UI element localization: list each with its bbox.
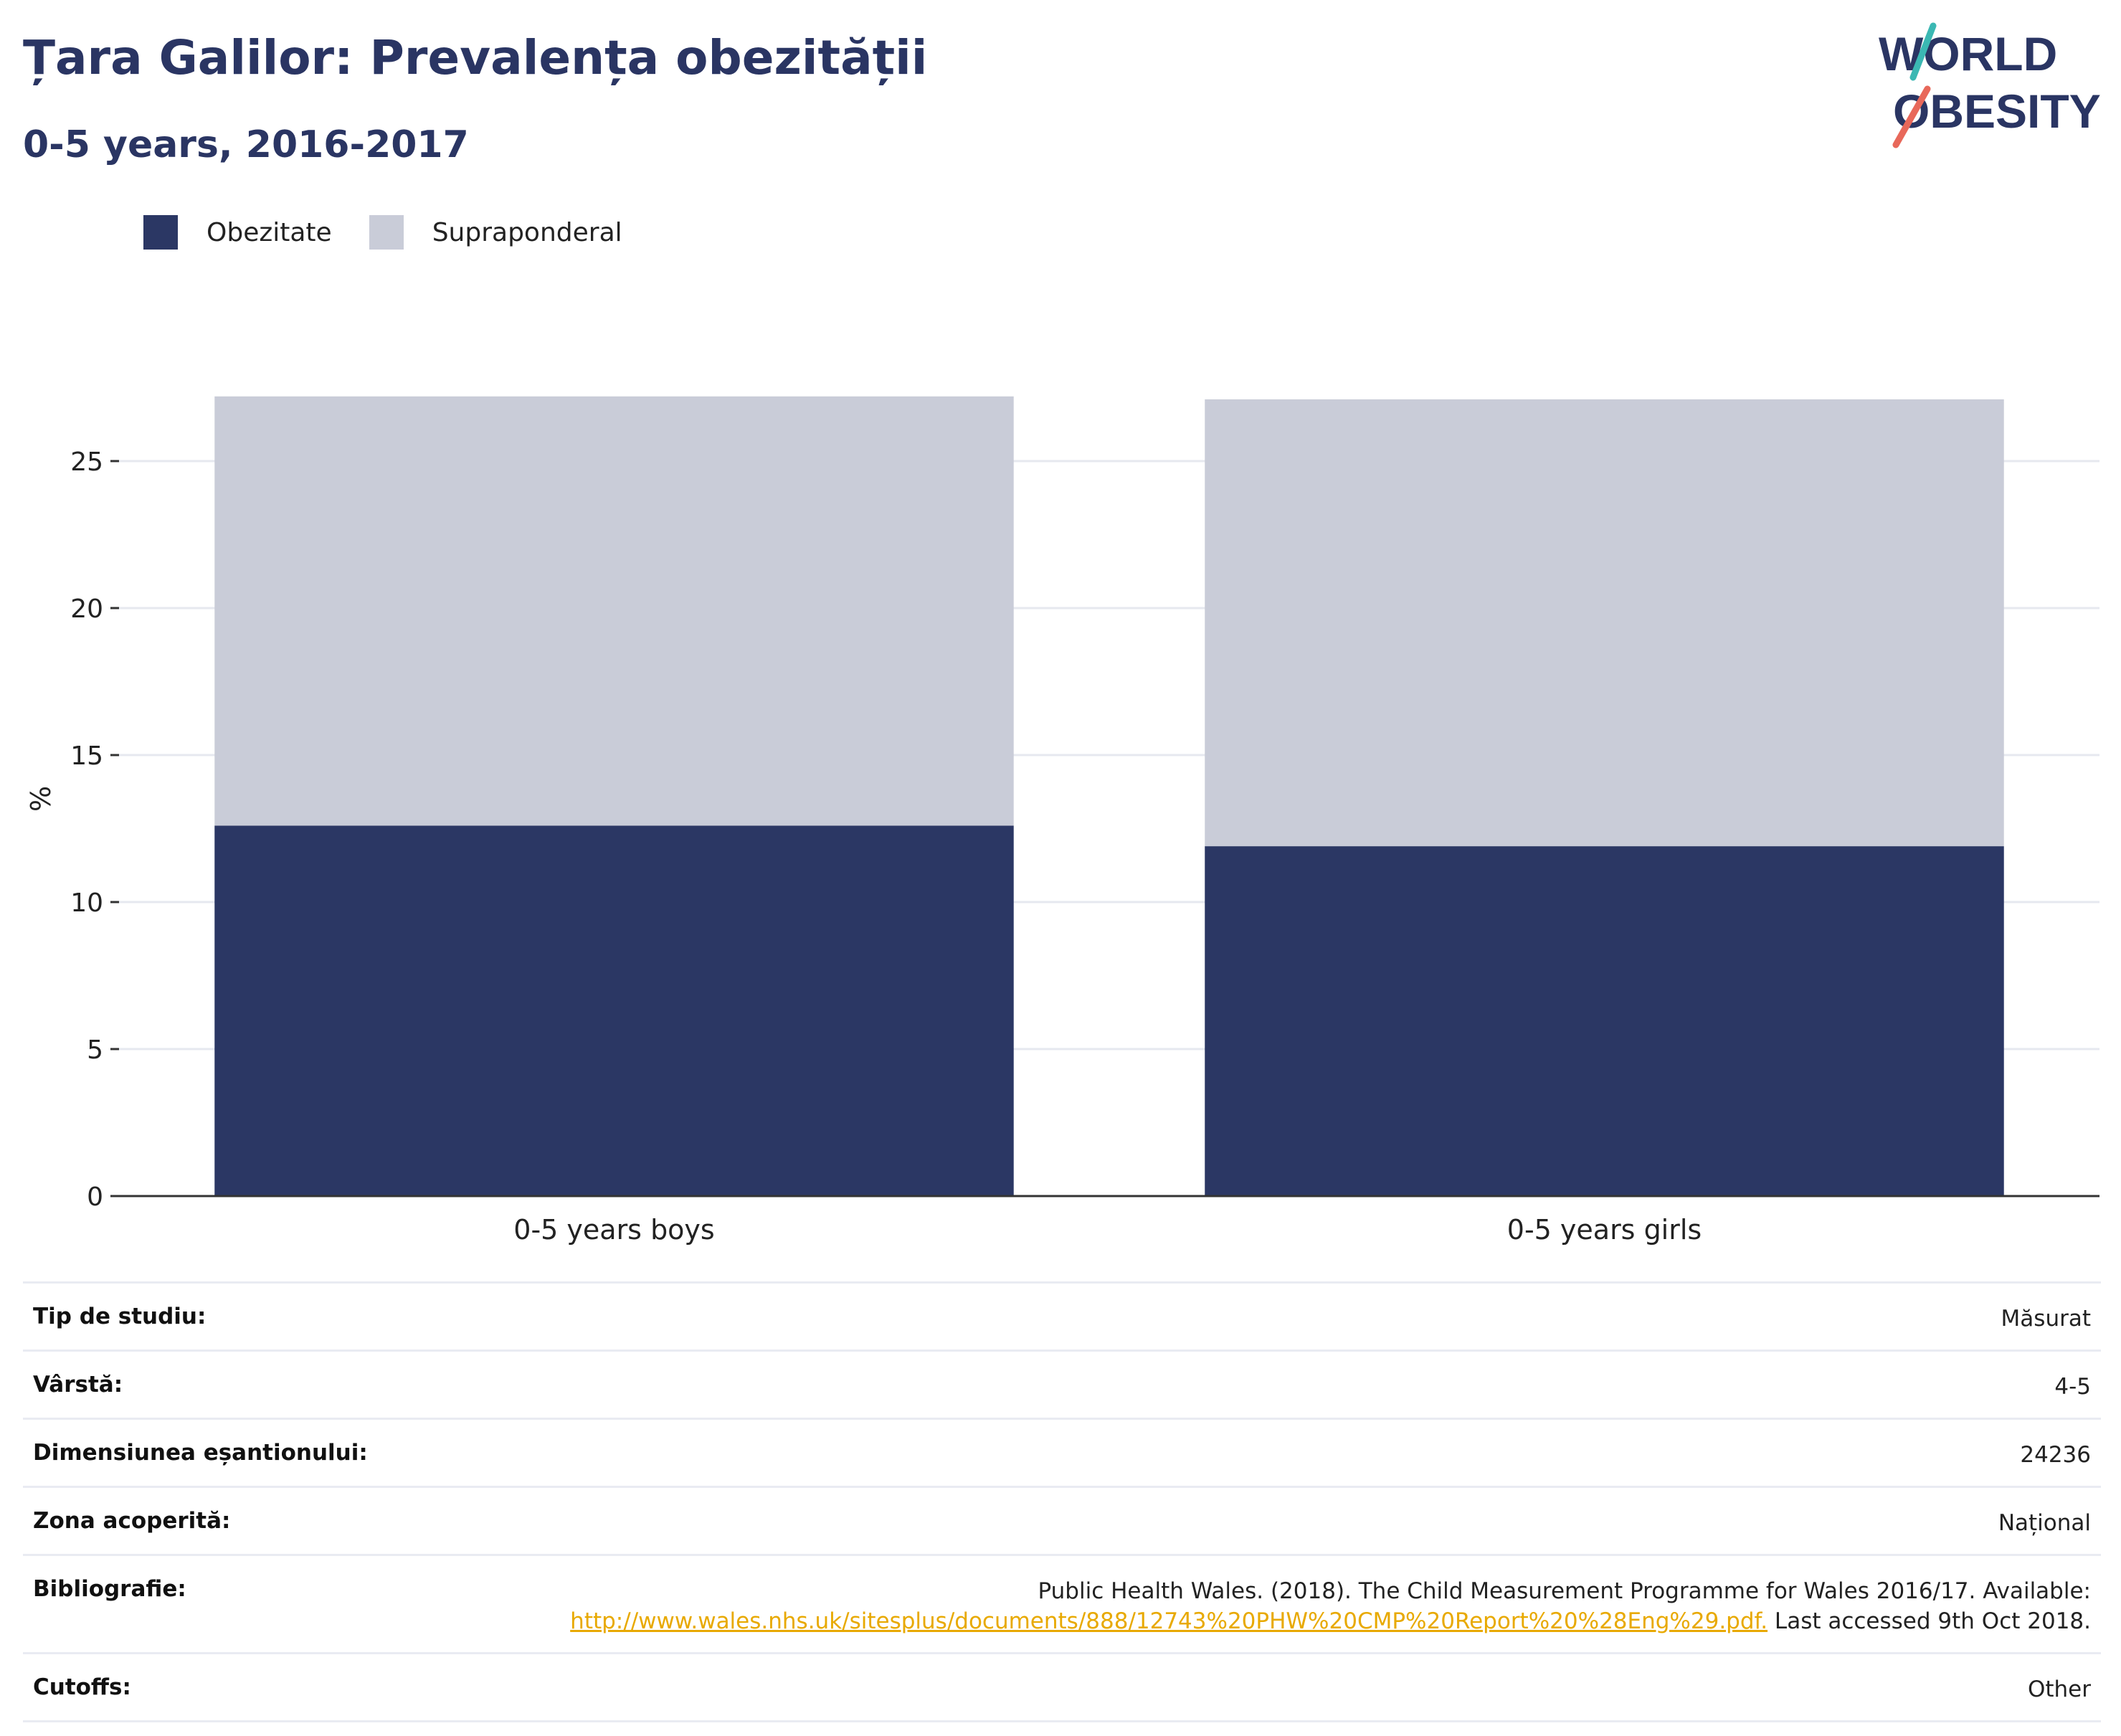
info-label: Bibliografie: xyxy=(33,1576,186,1602)
legend-label-obezitate: Obezitate xyxy=(207,217,332,247)
info-label: Vârstă: xyxy=(33,1372,123,1398)
bar-supraponderal-1 xyxy=(214,396,1014,826)
bibliography-accessed: Last accessed 9th Oct 2018. xyxy=(1774,1608,2091,1634)
info-label: Dimensiunea eșantionului: xyxy=(33,1440,368,1466)
info-row-bibliography: Bibliografie: Public Health Wales. (2018… xyxy=(23,1556,2101,1654)
y-tick-label: 5 xyxy=(87,1035,103,1065)
y-tick-label: 10 xyxy=(70,888,103,918)
info-row-study-type: Tip de studiu: Măsurat xyxy=(23,1281,2101,1352)
info-value: Național xyxy=(1998,1510,2091,1536)
world-obesity-logo: WORLD OBESITY xyxy=(1879,22,2101,148)
info-value: 4-5 xyxy=(2054,1374,2091,1400)
info-value: Other xyxy=(2027,1676,2091,1702)
y-axis-label: % xyxy=(25,786,57,812)
logo-coral-slash xyxy=(1892,85,1931,148)
legend-swatch-obezitate xyxy=(143,215,178,250)
y-tick-label: 15 xyxy=(70,741,103,771)
axes: 0 5 10 15 20 25% 0-5 years boys 0-5 years girls xyxy=(25,447,2099,1246)
stacked-bar-chart: 0 5 10 15 20 25% 0-5 years boys 0-5 years girls xyxy=(25,396,2099,1246)
bar-obezitate-2 xyxy=(1205,846,2004,1196)
y-tick-label: 0 xyxy=(87,1182,103,1212)
legend-item-obezitate[interactable]: Obezitate xyxy=(143,215,332,250)
x-tick-label: 0-5 years boys xyxy=(513,1214,714,1246)
bar-obezitate-1 xyxy=(214,825,1014,1196)
legend-item-supraponderal[interactable]: Supraponderal xyxy=(369,215,622,250)
info-row-cutoffs: Cutoffs: Other xyxy=(23,1654,2101,1722)
info-label: Tip de studiu: xyxy=(33,1304,207,1329)
info-row-sample-size: Dimensiunea eșantionului: 24236 xyxy=(23,1420,2101,1488)
info-row-age: Vârstă: 4-5 xyxy=(23,1352,2101,1420)
bibliography-value: Public Health Wales. (2018). The Child M… xyxy=(570,1576,2091,1636)
bars xyxy=(214,396,2004,1196)
y-tick-label: 25 xyxy=(70,447,103,477)
study-info-table: Tip de studiu: Măsurat Vârstă: 4-5 Dimen… xyxy=(23,1281,2101,1722)
logo-text-world: WORLD xyxy=(1879,27,2057,80)
bibliography-text: Public Health Wales. (2018). The Child M… xyxy=(1038,1578,2092,1604)
x-tick-label: 0-5 years girls xyxy=(1507,1214,1702,1246)
chart-legend: Obezitate Supraponderal xyxy=(143,215,660,250)
logo-teal-slash xyxy=(1909,22,1937,81)
y-tick-label: 20 xyxy=(70,594,103,624)
bar-supraponderal-2 xyxy=(1205,399,2004,847)
info-value: Măsurat xyxy=(2001,1306,2091,1332)
page-subtitle: 0-5 years, 2016-2017 xyxy=(23,123,469,166)
info-label: Cutoffs: xyxy=(33,1674,131,1700)
page-title: Țara Galilor: Prevalența obezității xyxy=(23,30,928,85)
info-value: 24236 xyxy=(2020,1442,2091,1468)
bibliography-link[interactable]: http://www.wales.nhs.uk/sitesplus/docume… xyxy=(570,1608,1768,1634)
legend-swatch-supraponderal xyxy=(369,215,404,250)
legend-label-supraponderal: Supraponderal xyxy=(432,217,622,247)
info-label: Zona acoperită: xyxy=(33,1508,231,1534)
info-row-coverage: Zona acoperită: Național xyxy=(23,1488,2101,1556)
